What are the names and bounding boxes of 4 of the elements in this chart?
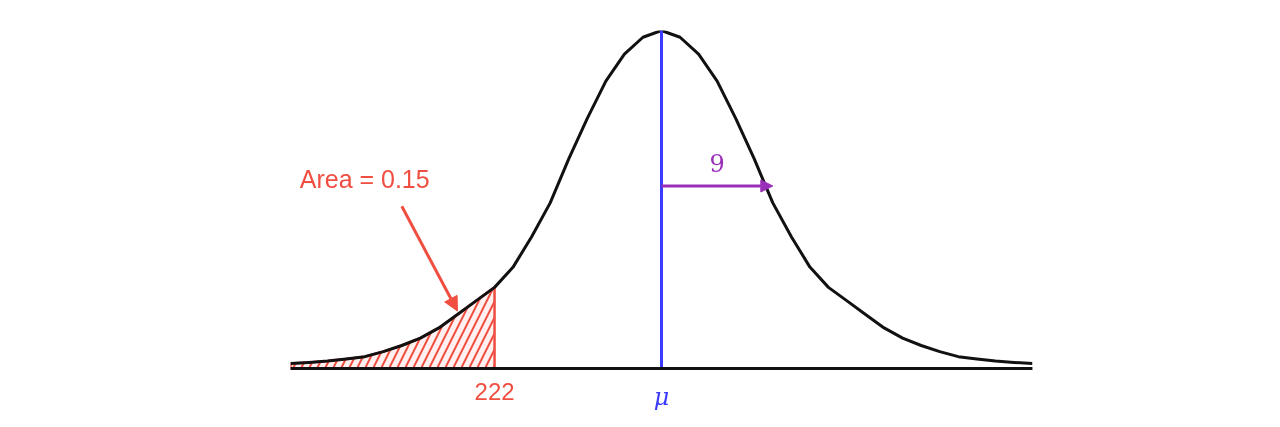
annotation: Area = 0.15	[299, 164, 430, 193]
annotation: 9	[709, 149, 725, 178]
x-tick-label: 222	[474, 377, 515, 405]
x-tick-label: μ	[653, 382, 670, 411]
